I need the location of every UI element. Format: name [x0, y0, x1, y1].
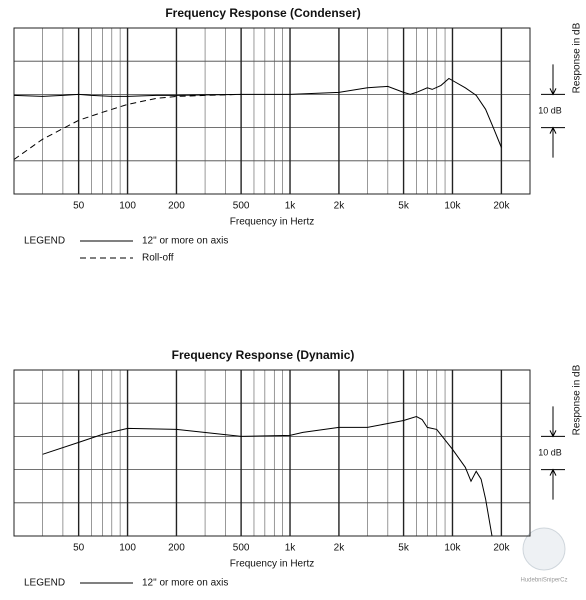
scale-label: 10 dB	[538, 105, 562, 115]
x-tick-label: 2k	[334, 543, 346, 554]
x-tick-label: 1k	[285, 543, 297, 554]
chart-title: Frequency Response (Condenser)	[165, 6, 360, 20]
legend-label: 12" or more on axis	[142, 236, 228, 247]
x-tick-label: 200	[168, 201, 185, 212]
watermark: HudebniSniperCz	[520, 578, 567, 584]
x-tick-label: 2k	[334, 201, 346, 212]
x-tick-label: 500	[233, 201, 250, 212]
x-tick-label: 500	[233, 543, 250, 554]
response-line	[42, 415, 493, 537]
y-axis-label: Response in dB	[572, 364, 583, 435]
response-line	[13, 93, 242, 160]
x-tick-label: 10k	[444, 201, 461, 212]
x-tick-label: 100	[119, 543, 136, 554]
scale-arrow	[541, 406, 565, 500]
x-tick-label: 1k	[285, 201, 297, 212]
x-tick-label: 5k	[398, 201, 410, 212]
plot-frame	[13, 27, 531, 195]
legend-title: LEGEND	[24, 578, 65, 589]
response-line	[13, 77, 502, 148]
legend-label: Roll-off	[142, 253, 174, 264]
x-axis-label: Frequency in Hertz	[230, 559, 314, 570]
plot-frame	[13, 369, 531, 537]
x-tick-label: 20k	[493, 201, 510, 212]
legend-title: LEGEND	[24, 236, 65, 247]
scale-arrow	[541, 64, 565, 158]
scale-label: 10 dB	[538, 447, 562, 457]
chart-title: Frequency Response (Dynamic)	[172, 348, 355, 362]
x-tick-label: 20k	[493, 543, 510, 554]
x-axis-label: Frequency in Hertz	[230, 217, 314, 228]
x-tick-label: 5k	[398, 543, 410, 554]
x-tick-label: 50	[73, 201, 85, 212]
watermark-icon	[522, 527, 566, 571]
x-tick-label: 10k	[444, 543, 461, 554]
x-tick-label: 100	[119, 201, 136, 212]
x-tick-label: 50	[73, 543, 85, 554]
legend-label: 12" or more on axis	[142, 578, 228, 589]
y-axis-label: Response in dB	[572, 22, 583, 93]
x-tick-label: 200	[168, 543, 185, 554]
